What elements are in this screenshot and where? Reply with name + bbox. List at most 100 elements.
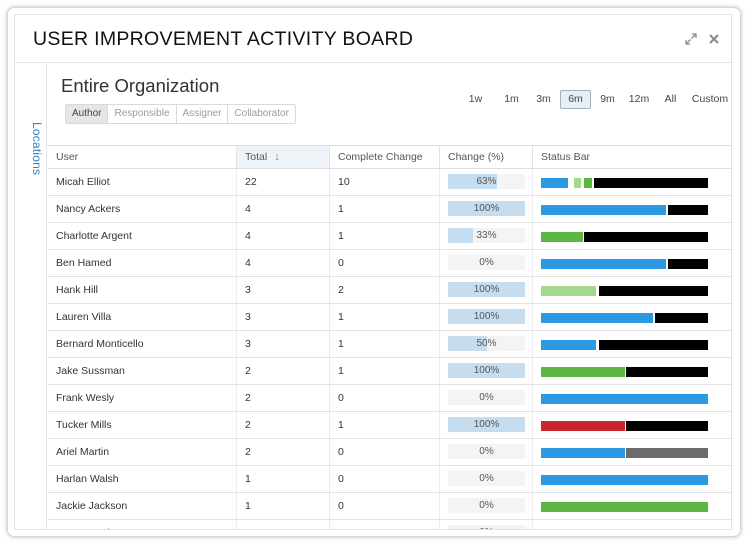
status-segment-blue xyxy=(541,259,666,269)
table-row[interactable]: Hank Hill 3 2 100% xyxy=(48,277,731,304)
change-percent-bar: 100% xyxy=(448,201,525,216)
change-percent-bar: 63% xyxy=(448,174,525,189)
status-bar-cell xyxy=(533,196,731,222)
table-row[interactable]: Ariel Martin 2 0 0% xyxy=(48,439,731,466)
table-row[interactable]: Berry Loggins10 0% xyxy=(48,520,731,529)
column-label: User xyxy=(56,151,79,163)
user-name-cell: Bernard Monticello xyxy=(48,331,237,357)
change-percent-bar: 100% xyxy=(448,282,525,297)
complete-change-cell: 10 xyxy=(330,169,440,195)
status-bar-cell xyxy=(533,304,731,330)
column-header-status-bar[interactable]: Status Bar xyxy=(533,146,731,168)
status-bar xyxy=(541,205,708,215)
change-percent-cell: 50% xyxy=(440,331,533,357)
table-row[interactable]: Micah Elliot 22 10 63% xyxy=(48,169,731,196)
status-segment-black xyxy=(626,421,708,431)
column-label: Change (%) xyxy=(448,151,505,163)
table-row[interactable]: Jackie Jackson 1 0 0% xyxy=(48,493,731,520)
total-cell: 2 xyxy=(237,412,330,438)
range-6m[interactable]: 6m xyxy=(560,90,591,109)
complete-change-cell: 0 xyxy=(330,466,440,492)
total-cell: 3 xyxy=(237,331,330,357)
range-all[interactable]: All xyxy=(664,93,677,105)
status-segment-black xyxy=(668,205,708,215)
change-percent-value: 0% xyxy=(479,473,494,484)
status-bar-cell xyxy=(533,466,731,492)
change-percent-bar: 0% xyxy=(448,525,525,529)
table-row[interactable]: Tucker Mills 2 1 100% xyxy=(48,412,731,439)
change-percent-value: 0% xyxy=(479,392,494,403)
range-custom[interactable]: Custom xyxy=(691,93,729,105)
status-segment-black xyxy=(594,178,708,188)
table-row[interactable]: Jake Sussman 2 1 100% xyxy=(48,358,731,385)
side-panel: Locations xyxy=(15,64,47,529)
column-header-change-pct[interactable]: Change (%) xyxy=(440,146,533,168)
status-segment-black xyxy=(668,259,708,269)
close-icon[interactable] xyxy=(706,31,722,47)
range-12m[interactable]: 12m xyxy=(628,93,650,105)
status-segment-black xyxy=(655,313,708,323)
activity-table: User Total ↓ Complete Change Change (%) S… xyxy=(48,145,731,529)
range-3m[interactable]: 3m xyxy=(536,93,551,105)
change-percent-bar: 0% xyxy=(448,444,525,459)
table-body: Micah Elliot 22 10 63% Nancy Ackers 4 1 100% Cha… xyxy=(48,169,731,529)
change-percent-bar: 0% xyxy=(448,498,525,513)
change-percent-value: 33% xyxy=(476,230,497,241)
table-row[interactable]: Charlotte Argent 4 1 33% xyxy=(48,223,731,250)
organization-title: Entire Organization xyxy=(61,75,220,96)
range-9m[interactable]: 9m xyxy=(600,93,615,105)
table-row[interactable]: Harlan Walsh 1 0 0% xyxy=(48,466,731,493)
column-header-complete-change[interactable]: Complete Change xyxy=(330,146,440,168)
column-header-total[interactable]: Total ↓ xyxy=(237,146,330,168)
role-tabs: Author Responsible Assigner Collaborator xyxy=(65,104,296,124)
board-title: USER IMPROVEMENT ACTIVITY BOARD xyxy=(33,28,414,50)
status-segment-blue xyxy=(541,448,625,458)
status-segment-black xyxy=(626,367,708,377)
change-percent-cell: 33% xyxy=(440,223,533,249)
range-1w[interactable]: 1w xyxy=(468,93,483,105)
change-percent-value: 0% xyxy=(479,257,494,268)
column-header-user[interactable]: User xyxy=(48,146,237,168)
role-tab-responsible[interactable]: Responsible xyxy=(108,105,177,123)
complete-change-cell: 0 xyxy=(330,493,440,519)
status-segment-light-green xyxy=(541,286,596,296)
table-row[interactable]: Ben Hamed 4 0 0% xyxy=(48,250,731,277)
table-row[interactable]: Lauren Villa 3 1 100% xyxy=(48,304,731,331)
status-segment-black xyxy=(599,286,708,296)
column-label: Total xyxy=(245,151,268,163)
user-name-cell: Harlan Walsh xyxy=(48,466,237,492)
role-tab-author[interactable]: Author xyxy=(66,105,109,123)
complete-change-cell: 1 xyxy=(330,412,440,438)
complete-change-cell: 0 xyxy=(330,520,440,529)
expand-icon[interactable] xyxy=(683,31,699,47)
role-tab-assigner[interactable]: Assigner xyxy=(177,105,229,123)
total-cell: 4 xyxy=(237,250,330,276)
complete-change-cell: 1 xyxy=(330,304,440,330)
board-window: USER IMPROVEMENT ACTIVITY BOARD Location… xyxy=(14,14,732,530)
user-name-cell: Ariel Martin xyxy=(48,439,237,465)
user-name-cell: Hank Hill xyxy=(48,277,237,303)
table-row[interactable]: Nancy Ackers 4 1 100% xyxy=(48,196,731,223)
status-bar xyxy=(541,394,708,404)
change-percent-fill xyxy=(448,228,474,243)
status-segment-green xyxy=(541,502,708,512)
change-percent-bar: 100% xyxy=(448,309,525,324)
status-segment-red xyxy=(541,421,625,431)
status-bar-cell xyxy=(533,520,731,529)
role-tab-collaborator[interactable]: Collaborator xyxy=(234,108,289,119)
status-segment-green xyxy=(584,178,592,188)
user-name-cell: Lauren Villa xyxy=(48,304,237,330)
user-name-cell: Ben Hamed xyxy=(48,250,237,276)
change-percent-cell: 100% xyxy=(440,358,533,384)
status-segment-black xyxy=(599,340,708,350)
table-row[interactable]: Frank Wesly 2 0 0% xyxy=(48,385,731,412)
table-row[interactable]: Bernard Monticello 3 1 50% xyxy=(48,331,731,358)
change-percent-fill xyxy=(448,336,487,351)
user-name-cell: Tucker Mills xyxy=(48,412,237,438)
status-segment-green xyxy=(541,367,625,377)
title-bar: USER IMPROVEMENT ACTIVITY BOARD xyxy=(15,15,731,63)
change-percent-value: 100% xyxy=(473,203,500,214)
locations-tab[interactable]: Locations xyxy=(30,122,44,176)
change-percent-cell: 100% xyxy=(440,304,533,330)
range-1m[interactable]: 1m xyxy=(504,93,519,105)
